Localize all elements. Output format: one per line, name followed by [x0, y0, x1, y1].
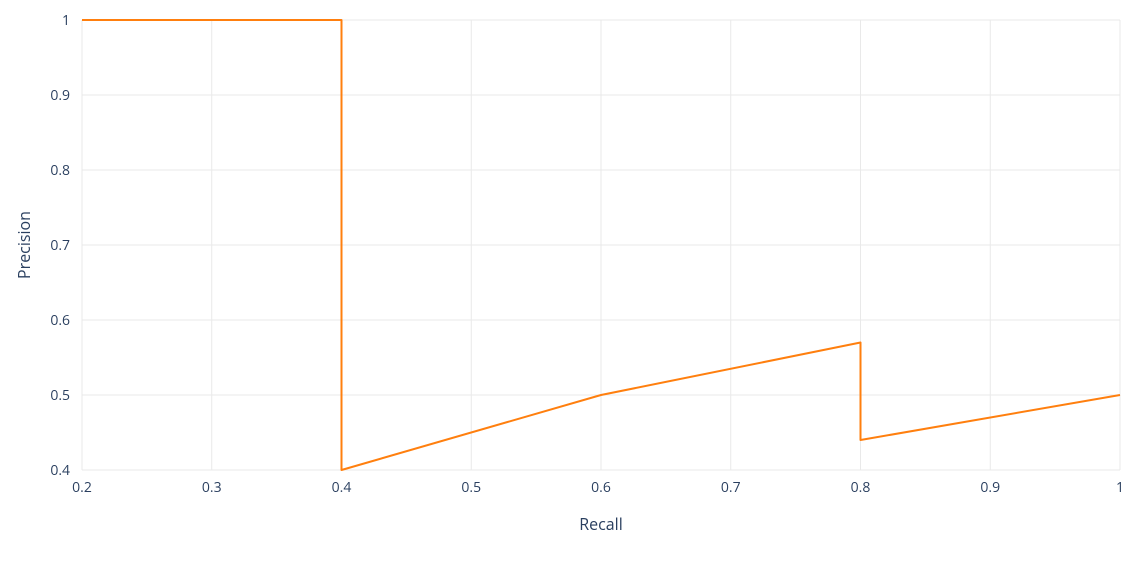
x-tick-label: 0.8: [851, 478, 871, 497]
y-tick-label: 0.7: [50, 236, 70, 255]
x-tick-label: 0.7: [721, 478, 741, 497]
x-axis-title: Recall: [579, 513, 623, 535]
y-tick-label: 0.6: [50, 311, 70, 330]
y-tick-label: 0.8: [50, 161, 70, 180]
x-tick-label: 0.3: [202, 478, 222, 497]
x-tick-label: 0.5: [461, 478, 481, 497]
x-tick-label: 1: [1116, 478, 1124, 497]
chart-container: 0.2 0.3 0.4 0.5 0.6 0.7 0.8 0.9 1 0.4 0.5 0.6 0.7 0.8…: [0, 0, 1140, 565]
x-tick-label: 0.9: [980, 478, 1000, 497]
x-tick-label: 0.2: [72, 478, 92, 497]
x-tick-label: 0.6: [591, 478, 611, 497]
y-tick-label: 1: [62, 11, 70, 30]
x-tick-label: 0.4: [332, 478, 352, 497]
y-tick-label: 0.4: [50, 461, 70, 480]
y-tick-label: 0.5: [50, 386, 70, 405]
y-tick-label: 0.9: [50, 86, 70, 105]
precision-recall-chart: 0.2 0.3 0.4 0.5 0.6 0.7 0.8 0.9 1 0.4 0.5 0.6 0.7 0.8…: [0, 0, 1140, 565]
y-axis-title: Precision: [13, 211, 35, 279]
